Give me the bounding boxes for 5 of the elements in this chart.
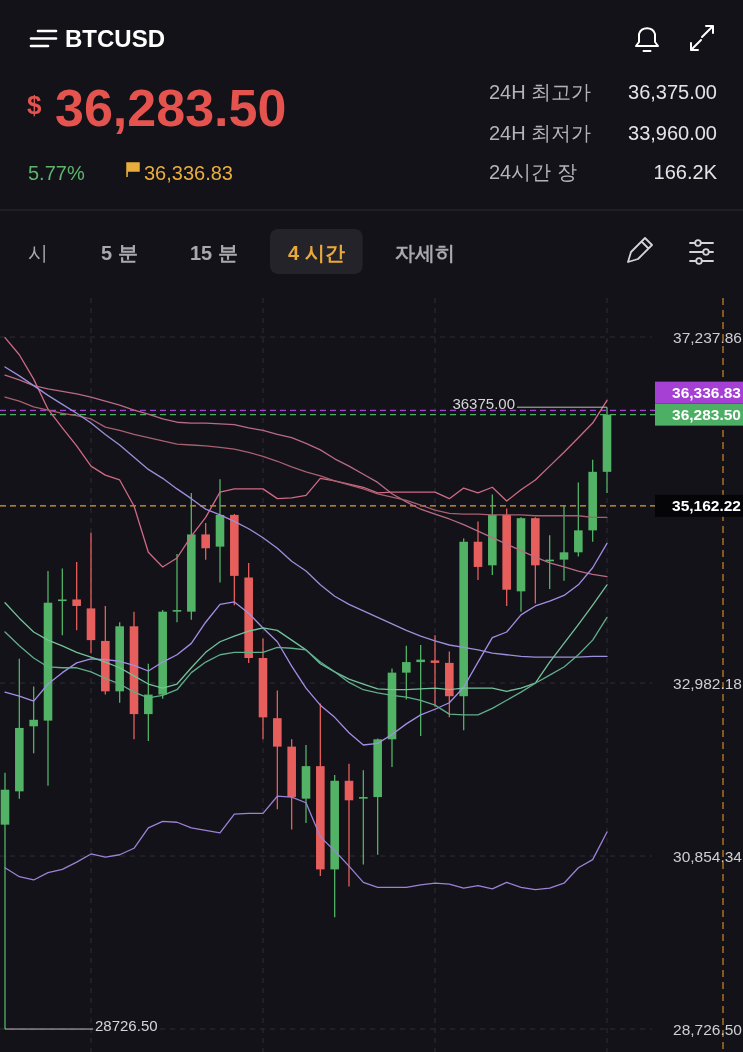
- y-tick-label: 28,726.50: [673, 1020, 742, 1038]
- title: BTCUSD: [65, 25, 165, 52]
- y-tick-label: 32,982.18: [673, 674, 742, 692]
- y-tick-label: 37,237.86: [673, 328, 742, 346]
- y-tick-label: 30,854.34: [673, 847, 742, 865]
